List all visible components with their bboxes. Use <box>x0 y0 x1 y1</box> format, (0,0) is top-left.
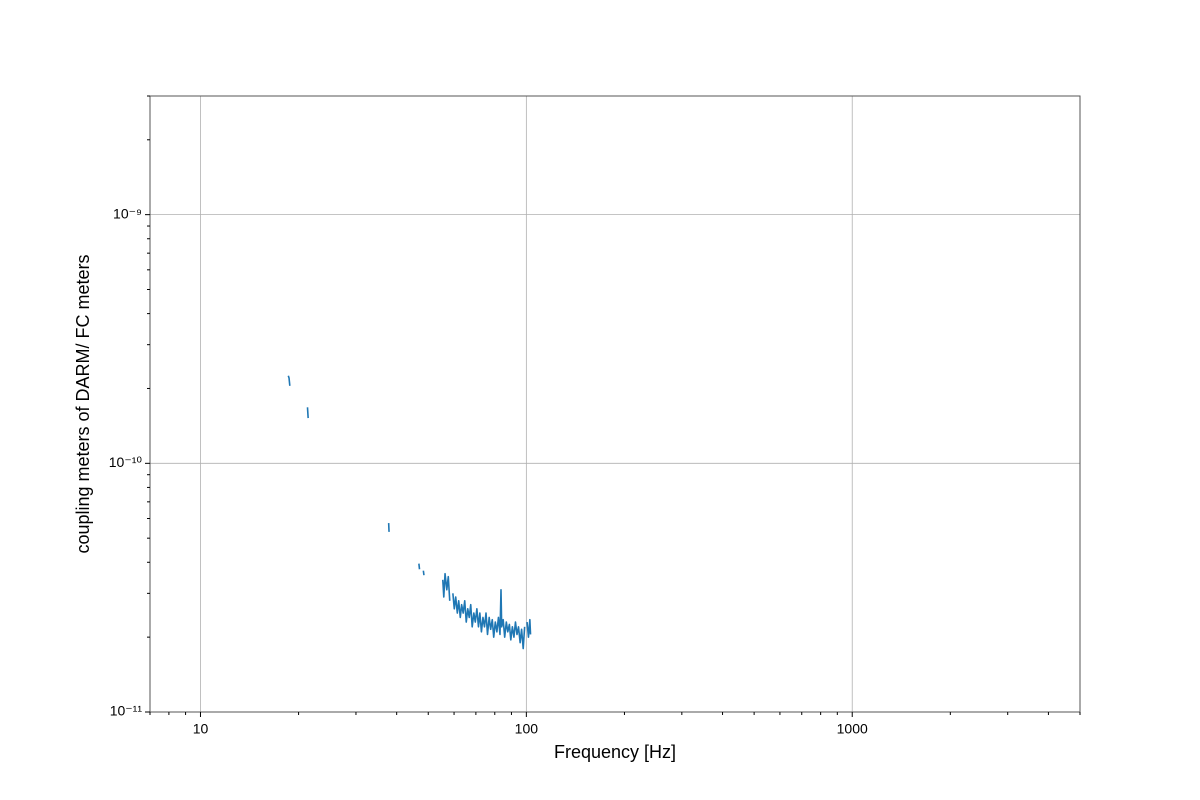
data-line <box>287 375 532 650</box>
x-tick-label: 1000 <box>837 721 868 737</box>
x-axis-label: Frequency [Hz] <box>554 742 676 762</box>
x-tick-label: 10 <box>193 721 209 737</box>
y-tick-label: 10⁻¹⁰ <box>109 454 143 470</box>
y-tick-label: 10⁻¹¹ <box>110 703 143 719</box>
y-tick-label: 10⁻⁹ <box>113 205 142 221</box>
x-tick-label: 100 <box>515 721 539 737</box>
ticks: 10 100 1000 10⁻¹¹ 10⁻¹⁰ 10⁻⁹ <box>109 95 1081 737</box>
y-axis-label: coupling meters of DARM/ FC meters <box>73 254 93 553</box>
plot-area <box>287 375 532 650</box>
axes-frame <box>149 95 1081 713</box>
